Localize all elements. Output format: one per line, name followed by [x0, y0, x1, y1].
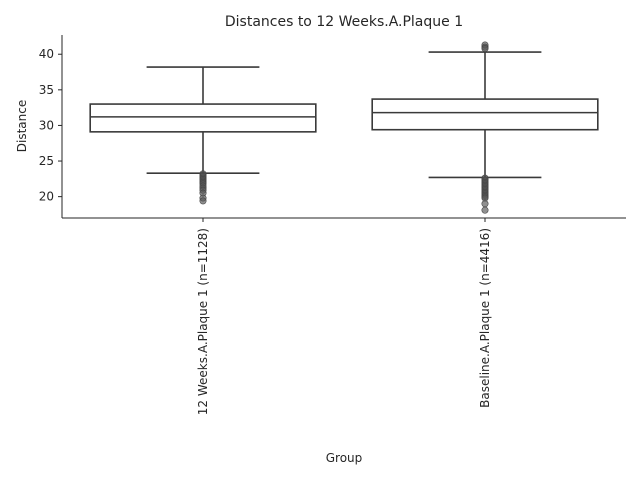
y-axis-label: Distance [15, 100, 29, 152]
outlier-point [481, 45, 489, 53]
box-group [371, 41, 599, 214]
iqr-box [371, 98, 599, 131]
y-tick-label: 40 [39, 47, 54, 61]
x-axis-ticks: 12 Weeks.A.Plaque 1 (n=1128) Baseline.A.P… [196, 218, 492, 415]
y-tick-label: 30 [39, 118, 54, 132]
y-tick-label: 25 [39, 154, 54, 168]
outlier-point [199, 197, 207, 205]
box-series [89, 41, 599, 214]
y-tick-label: 20 [39, 190, 54, 204]
outlier-point [481, 206, 489, 214]
outlier-point [481, 200, 489, 208]
box-group [89, 66, 317, 205]
y-axis-ticks: 20 25 30 35 40 [39, 47, 62, 204]
x-tick-label: Baseline.A.Plaque 1 (n=4416) [478, 228, 492, 408]
y-tick-label: 35 [39, 83, 54, 97]
iqr-box [89, 103, 317, 133]
x-tick-label: 12 Weeks.A.Plaque 1 (n=1128) [196, 228, 210, 415]
chart-title: Distances to 12 Weeks.A.Plaque 1 [225, 14, 463, 30]
x-axis-label: Group [326, 451, 363, 465]
